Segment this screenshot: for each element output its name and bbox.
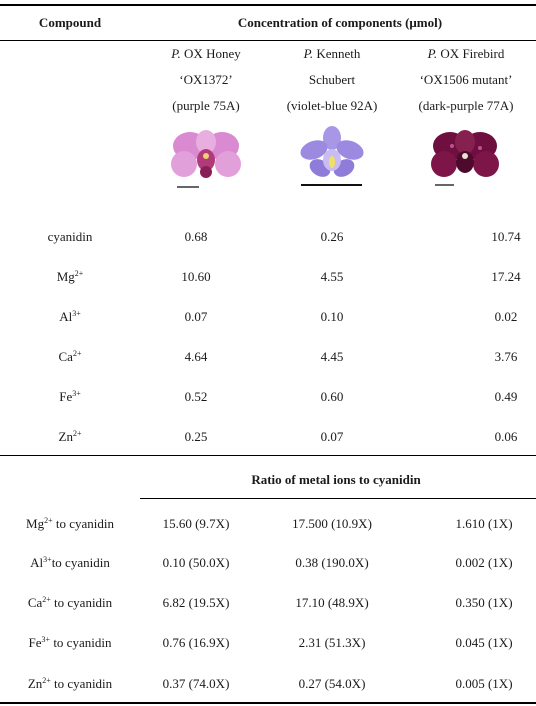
ratio-row-label: Fe3+ to cyanidin — [28, 635, 112, 650]
section-rule — [0, 455, 536, 456]
table-cell: 17.24 — [491, 269, 521, 284]
cultivar-1-line1: P. OX Honey — [171, 46, 241, 61]
bottom-rule — [0, 702, 536, 704]
table-cell: 17.10 (48.9X) — [295, 595, 369, 610]
table-cell: 4.55 — [320, 269, 344, 284]
orchid-photo-violet-blue — [300, 126, 364, 177]
table-cell: 0.26 — [320, 229, 344, 244]
table-cell: 0.02 — [494, 309, 518, 324]
cultivar-3-color: (dark-purple 77A) — [418, 98, 514, 113]
component-row-label: Ca2+ — [58, 349, 82, 364]
top-rule — [0, 4, 536, 6]
table-cell: 0.10 — [320, 309, 344, 324]
header-compound: Compound — [38, 15, 102, 30]
ratio-header-rule — [140, 498, 536, 499]
table-cell: 0.37 (74.0X) — [162, 676, 230, 691]
ratio-row-label: Zn2+ to cyanidin — [27, 676, 113, 691]
scale-bar-1 — [177, 186, 199, 188]
ratio-row-label: Al3+to cyanidin — [30, 555, 110, 570]
table-cell: 0.005 (1X) — [455, 676, 513, 691]
table-cell: 15.60 (9.7X) — [162, 516, 230, 531]
component-row-label: cyanidin — [47, 229, 93, 244]
table-cell: 6.82 (19.5X) — [162, 595, 230, 610]
scale-bar-3 — [435, 184, 454, 186]
component-row-label: Al3+ — [59, 309, 81, 324]
table-cell: 0.76 (16.9X) — [162, 635, 230, 650]
table-cell: 4.64 — [184, 349, 208, 364]
cultivar-2-line1: P. Kenneth — [303, 46, 361, 61]
table-cell: 17.500 (10.9X) — [292, 516, 372, 531]
table-cell: 0.38 (190.0X) — [295, 555, 369, 570]
header-concentration: Concentration of components (μmol) — [237, 15, 443, 30]
cultivar-1-line2: ‘OX1372’ — [179, 72, 233, 87]
table-cell: 0.002 (1X) — [455, 555, 513, 570]
cultivar-1-color: (purple 75A) — [172, 98, 240, 113]
cultivar-2-color: (violet-blue 92A) — [286, 98, 378, 113]
table-cell: 4.45 — [320, 349, 344, 364]
table-cell: 3.76 — [494, 349, 518, 364]
component-row-label: Mg2+ — [56, 269, 84, 284]
ratio-row-label: Mg2+ to cyanidin — [26, 516, 114, 531]
table-cell: 0.49 — [494, 389, 518, 404]
table-cell: 0.07 — [320, 429, 344, 444]
table-cell: 0.27 (54.0X) — [298, 676, 366, 691]
scale-bar-2 — [301, 184, 362, 186]
table-cell: 0.10 (50.0X) — [162, 555, 230, 570]
ratio-section-title: Ratio of metal ions to cyanidin — [251, 472, 421, 487]
table-cell: 0.07 — [184, 309, 208, 324]
ratio-row-label: Ca2+ to cyanidin — [27, 595, 113, 610]
component-row-label: Fe3+ — [59, 389, 81, 404]
table-cell: 0.06 — [494, 429, 518, 444]
table-cell: 1.610 (1X) — [455, 516, 513, 531]
table-cell: 0.68 — [184, 229, 208, 244]
header-rule — [0, 40, 536, 41]
orchid-photo-purple — [171, 130, 241, 178]
table-cell: 10.60 — [181, 269, 211, 284]
table-cell: 0.25 — [184, 429, 208, 444]
orchid-photo-dark-purple — [431, 130, 499, 177]
cultivar-2-line2: Schubert — [308, 72, 356, 87]
component-row-label: Zn2+ — [58, 429, 82, 444]
table-cell: 0.60 — [320, 389, 344, 404]
cultivar-3-line2: ‘OX1506 mutant’ — [419, 72, 513, 87]
table-cell: 0.52 — [184, 389, 208, 404]
cultivar-3-line1: P. OX Firebird — [427, 46, 505, 61]
table-cell: 0.350 (1X) — [455, 595, 513, 610]
table-cell: 0.045 (1X) — [455, 635, 513, 650]
table-cell: 10.74 — [491, 229, 521, 244]
table-cell: 2.31 (51.3X) — [298, 635, 366, 650]
